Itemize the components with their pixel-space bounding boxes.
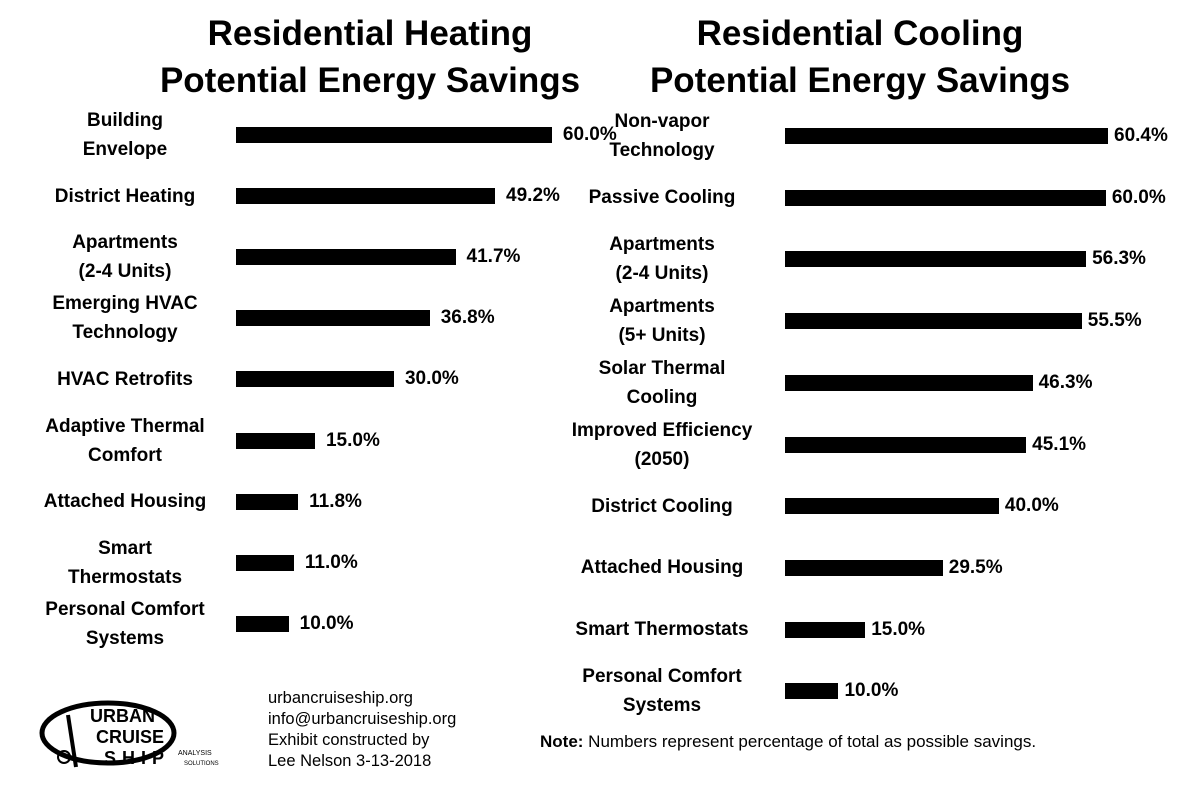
cooling-category-label: Attached Housing	[580, 557, 744, 579]
footer-credit-line1: Exhibit constructed by	[268, 731, 430, 749]
heating-title-line1: Residential Heating	[207, 14, 533, 53]
heating-value-label: 49.2%	[506, 185, 560, 207]
heating-category-label: Adaptive Thermal Comfort	[45, 415, 205, 466]
logo-graphic: URBAN CRUISE SHIP ANALYSIS SOLUTIONS	[39, 700, 219, 768]
cooling-bar	[785, 313, 1082, 330]
heating-value-label: 11.0%	[304, 551, 358, 573]
cooling-value-label: 55.5%	[1087, 310, 1142, 332]
cooling-category-label: Non-vapor Technology	[609, 111, 715, 161]
footer-credit-line2: Lee Nelson 3-13-2018	[268, 752, 432, 770]
logo-tag-line2: SOLUTIONS	[184, 761, 219, 767]
heating-title-line2: Potential Energy Savings	[159, 61, 581, 100]
heating-value-label: 30.0%	[404, 368, 459, 390]
cooling-value-label: 56.3%	[1092, 248, 1146, 270]
heating-category-label: Emerging HVAC Technology	[52, 293, 198, 344]
heating-value-label: 15.0%	[325, 429, 380, 451]
cooling-bar	[785, 251, 1087, 268]
heating-bar	[236, 371, 394, 388]
footer-website: urbancruiseship.org	[268, 689, 413, 707]
cooling-chart-title: Residential Cooling Potential Energy Sav…	[620, 10, 1100, 104]
heating-value-label: 36.8%	[440, 307, 495, 329]
chart-note: Note: Numbers represent percentage of to…	[540, 730, 1036, 754]
heating-category-label: HVAC Retrofits	[57, 368, 193, 390]
heating-value-label: 41.7%	[466, 246, 521, 268]
urban-cruise-ship-logo: URBAN CRUISE SHIP ANALYSIS SOLUTIONS	[38, 695, 238, 780]
cooling-category-label: Smart Thermostats	[575, 619, 749, 641]
cooling-bar	[785, 128, 1108, 144]
cooling-bar	[785, 559, 943, 576]
note-label: Note:	[540, 732, 584, 751]
heating-value-label: 10.0%	[299, 612, 354, 634]
cooling-category-label: Solar Thermal Cooling	[598, 357, 726, 408]
cooling-value-label: 45.1%	[1032, 433, 1087, 455]
cooling-value-label: 29.5%	[948, 556, 1003, 578]
cooling-value-label: 10.0%	[844, 680, 899, 702]
heating-bar	[236, 188, 496, 205]
heating-category-label: Apartments (2-4 Units)	[72, 232, 178, 283]
cooling-category-label: Apartments (5+ Units)	[609, 296, 715, 347]
heating-category-label: Building Envelope	[82, 110, 168, 160]
heating-bar	[236, 615, 289, 632]
cooling-category-label: District Cooling	[591, 495, 733, 517]
cooling-value-label: 60.4%	[1114, 125, 1168, 146]
cooling-title-line1: Residential Cooling	[696, 14, 1024, 53]
cooling-title-line2: Potential Energy Savings	[649, 61, 1071, 100]
cooling-bar	[785, 189, 1106, 206]
logo-text-line3: SHIP	[104, 748, 170, 768]
cooling-bar	[785, 621, 866, 638]
cooling-bar	[785, 374, 1033, 391]
heating-bar	[236, 127, 552, 143]
heating-bar	[236, 249, 456, 266]
logo-text-line2: CRUISE	[96, 727, 164, 747]
cooling-bar	[785, 436, 1027, 453]
heating-bar	[236, 493, 299, 510]
cooling-category-label: Personal Comfort Systems	[582, 666, 742, 717]
heating-category-label: Personal Comfort Systems	[45, 598, 205, 649]
heating-category-label: Smart Thermostats	[67, 537, 183, 588]
heating-chart-title: Residential Heating Potential Energy Sav…	[130, 10, 610, 104]
heating-bar	[236, 310, 430, 327]
note-text: Numbers represent percentage of total as…	[583, 732, 1037, 751]
logo-tag-line1: ANALYSIS	[178, 750, 212, 757]
logo-text-line1: URBAN	[90, 706, 155, 726]
heating-category-label: District Heating	[54, 185, 196, 207]
cooling-value-label: 46.3%	[1038, 371, 1093, 393]
heating-bar	[236, 432, 315, 449]
cooling-value-label: 40.0%	[1004, 495, 1059, 517]
footer-email: info@urbancruiseship.org	[268, 710, 457, 728]
cooling-category-label: Apartments (2-4 Units)	[609, 234, 715, 285]
heating-value-label: 11.8%	[309, 490, 362, 512]
cooling-value-label: 60.0%	[1111, 186, 1166, 208]
heating-value-label: 60.0%	[562, 124, 617, 145]
cooling-bar	[785, 683, 839, 700]
heating-category-label: Attached Housing	[43, 491, 207, 513]
cooling-bar	[785, 498, 999, 515]
heating-bar	[236, 554, 294, 571]
cooling-category-label: Passive Cooling	[588, 187, 736, 209]
cooling-category-label: Improved Efficiency (2050)	[571, 419, 753, 470]
cooling-value-label: 15.0%	[871, 618, 926, 640]
